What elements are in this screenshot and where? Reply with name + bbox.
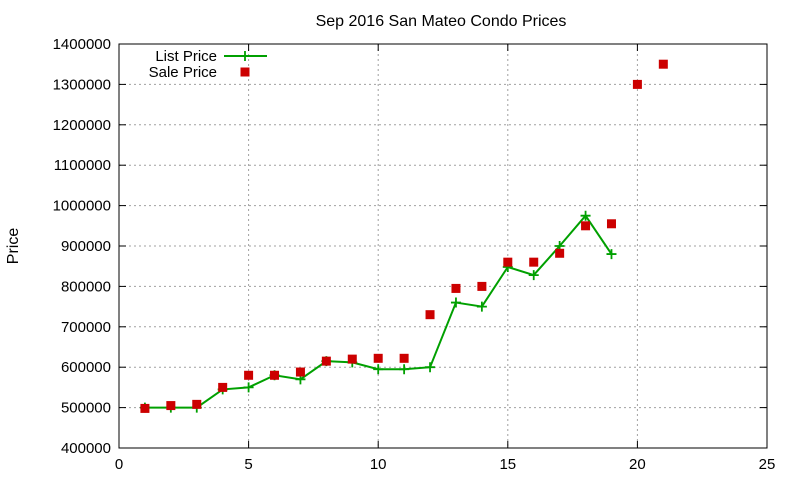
list-price-point [243,382,254,393]
sale-price-point [503,257,513,267]
series-layer [139,59,668,413]
y-tick-label: 800000 [61,278,111,295]
sale-price-point [321,356,331,366]
sale-price-point [192,399,202,409]
y-tick-label: 900000 [61,238,111,255]
axes: 0 5 10 15 20 25 400000 500000 600000 700000 800000… [53,36,776,473]
sale-price-point [658,59,668,69]
sale-price-point [373,353,383,363]
x-tick-label: 15 [499,456,516,473]
x-tick-label: 10 [370,456,387,473]
sale-price-point [244,370,254,380]
sale-price-point [606,219,616,229]
sale-price-point [140,403,150,413]
x-tick-label: 25 [759,456,776,473]
grid-lines [119,44,767,448]
sale-price-point [477,281,487,291]
sale-price-point [218,382,228,392]
list-price-point [399,364,410,375]
y-axis-label: Price [5,228,22,265]
y-tick-label: 1400000 [53,36,111,53]
x-tick-label: 20 [629,456,646,473]
list-price-point [606,249,617,260]
y-tick-label: 700000 [61,319,111,336]
sale-price-point [295,367,305,377]
y-tick-label: 600000 [61,359,111,376]
list-price-point [528,270,539,281]
sale-price-point [425,310,435,320]
sale-price-point [399,353,409,363]
y-tick-label: 500000 [61,400,111,417]
legend-label: Sale Price [149,64,217,81]
sale-price-point [270,370,280,380]
x-tick-label: 5 [244,456,252,473]
sale-price-point [632,79,642,89]
list-price-point [373,364,384,375]
sale-price-point [451,283,461,293]
sale-price-point [581,221,591,231]
legend-label: List Price [155,48,217,65]
list-price-point [580,210,591,221]
list-price-point [450,297,461,308]
sale-price-series [140,59,668,413]
y-tick-label: 1000000 [53,198,111,215]
sale-price-point [166,401,176,411]
y-tick-label: 1100000 [54,157,111,174]
y-tick-label: 400000 [61,440,111,457]
chart-title: Sep 2016 San Mateo Condo Prices [316,13,567,30]
sale-price-point [347,354,357,364]
sale-price-point [555,248,565,258]
y-tick-label: 1300000 [53,76,111,93]
x-tick-label: 0 [115,456,123,473]
legend-marker [240,51,250,61]
legend-marker [240,67,250,77]
y-tick-label: 1200000 [53,117,111,134]
sale-price-point [529,257,539,267]
list-price-point [476,301,487,312]
list-price-point [425,362,436,373]
